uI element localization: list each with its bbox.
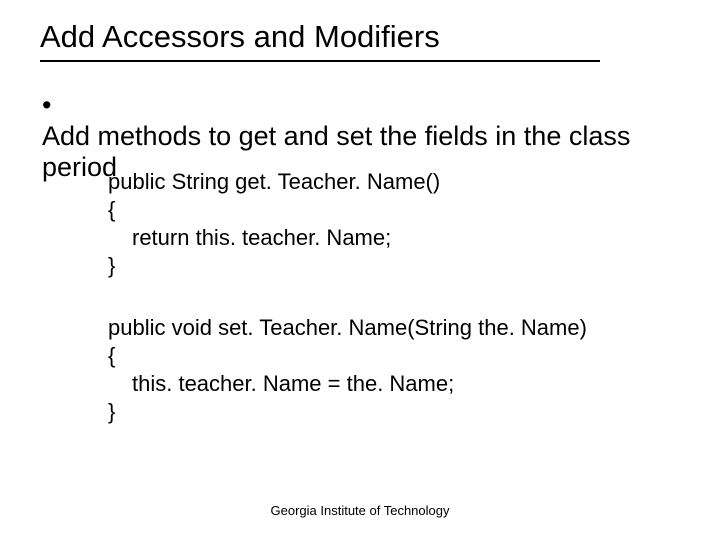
code-line: }	[108, 252, 440, 280]
code-block-getter: public String get. Teacher. Name() { ret…	[108, 168, 440, 281]
slide-title: Add Accessors and Modifiers	[40, 18, 440, 55]
bullet-marker: •	[42, 90, 66, 121]
footer-text: Georgia Institute of Technology	[0, 503, 720, 518]
code-line: this. teacher. Name = the. Name;	[108, 370, 587, 398]
code-line: public String get. Teacher. Name()	[108, 168, 440, 196]
slide: Add Accessors and Modifiers • Add method…	[0, 0, 720, 540]
code-line: public void set. Teacher. Name(String th…	[108, 314, 587, 342]
code-line: {	[108, 196, 440, 224]
title-underline	[40, 60, 600, 62]
code-line: return this. teacher. Name;	[108, 224, 440, 252]
code-line: }	[108, 398, 587, 426]
code-line: {	[108, 342, 587, 370]
code-block-setter: public void set. Teacher. Name(String th…	[108, 314, 587, 427]
